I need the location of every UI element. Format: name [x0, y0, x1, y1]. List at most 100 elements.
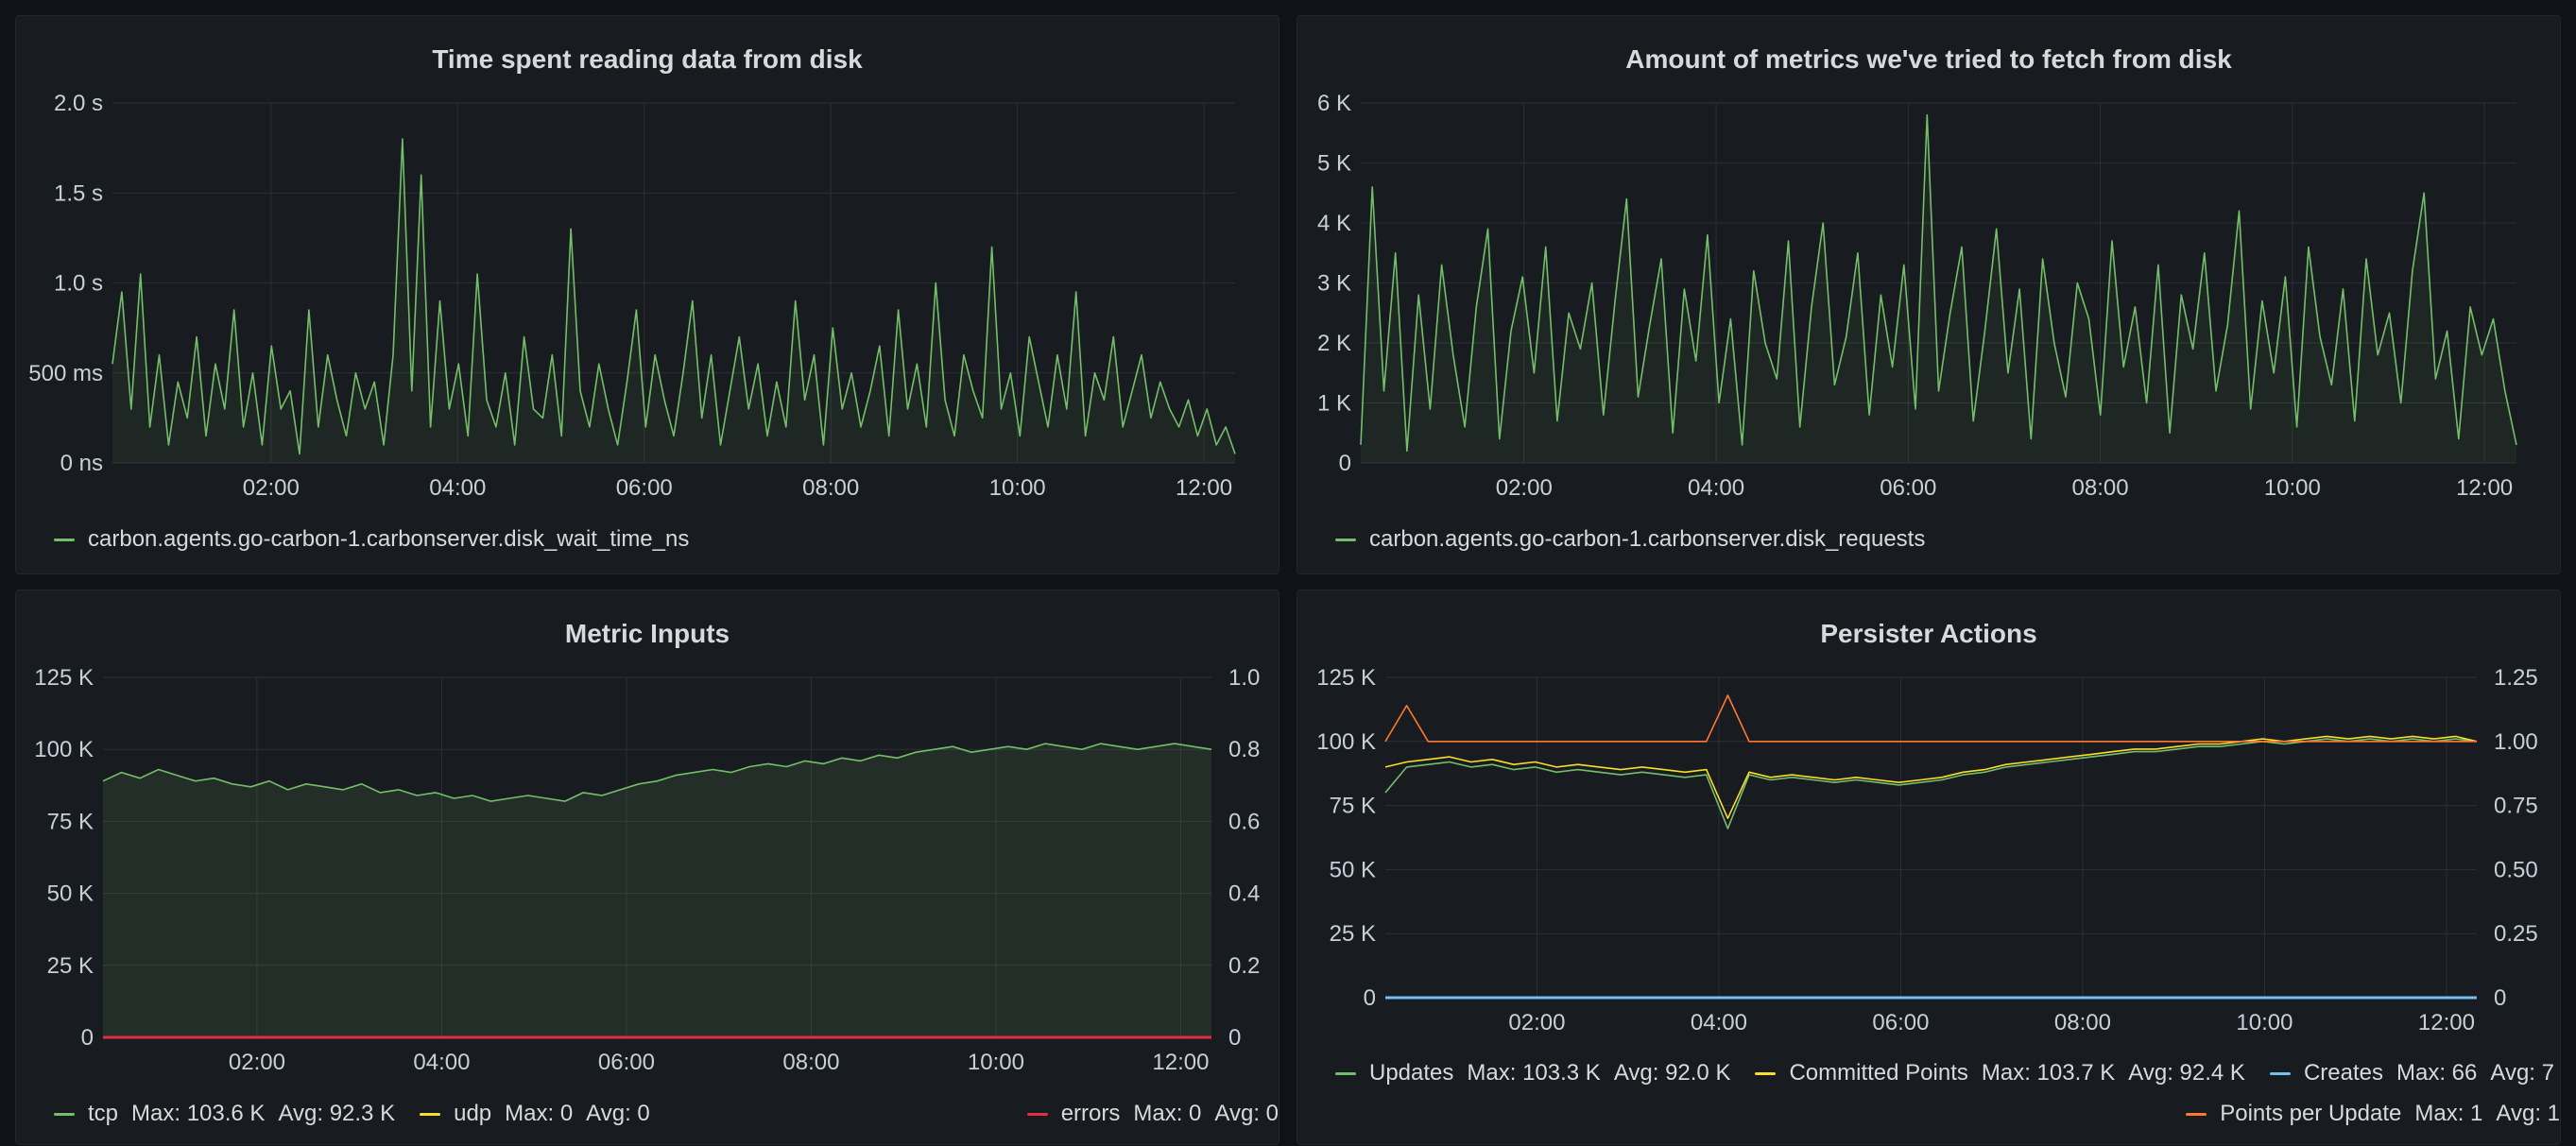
legend-series-name[interactable]: carbon.agents.go-carbon-1.carbonserver.d… [1369, 526, 1926, 552]
panel-title[interactable]: Amount of metrics we've tried to fetch f… [1625, 44, 2232, 74]
legend-tcp-udp[interactable]: tcp Max: 103.6 K Avg: 92.3 K udp Max: 0 … [54, 1101, 650, 1127]
x-tick-label: 04:00 [429, 475, 486, 501]
x-tick-label: 08:00 [2072, 475, 2129, 501]
legend[interactable]: carbon.agents.go-carbon-1.carbonserver.d… [1335, 526, 1925, 553]
y-tick-label: 25 K [47, 953, 94, 979]
y-tick-label: 500 ms [28, 361, 103, 386]
legend-swatch [54, 1112, 75, 1116]
y-tick-label-right: 0 [2494, 985, 2506, 1011]
series-line [1384, 738, 2478, 830]
y-tick-label: 2 K [1317, 331, 1351, 356]
legend[interactable]: carbon.agents.go-carbon-1.carbonserver.d… [54, 526, 689, 553]
x-tick-label: 06:00 [1872, 1010, 1929, 1035]
legend-avg: Avg: 92.0 K [1613, 1060, 1731, 1086]
x-tick-label: 06:00 [616, 475, 673, 501]
y-tick-label: 0 [1364, 985, 1376, 1011]
series-area [112, 139, 1235, 463]
legend-max: Max: 103.6 K [131, 1101, 266, 1126]
legend-series-name[interactable]: tcp [88, 1101, 119, 1126]
series-line [1360, 113, 2517, 453]
x-tick-label: 02:00 [1496, 475, 1553, 501]
y-tick-label: 5 K [1317, 151, 1351, 177]
legend-series-name[interactable]: Creates [2303, 1060, 2383, 1086]
legend-avg: Avg: 92.4 K [2128, 1060, 2245, 1086]
panel-title[interactable]: Metric Inputs [564, 619, 730, 648]
y-tick-label: 4 K [1317, 211, 1351, 236]
y-tick-label-right: 0.75 [2494, 794, 2538, 819]
chart-disk-requests: 0 1 K 2 K 3 K 4 K 5 K 6 K 02:00 04:00 06:00 08:00 1… [1317, 91, 2517, 501]
y-tick-label-right: 1.25 [2494, 665, 2538, 691]
panel-title[interactable]: Persister Actions [1820, 619, 2037, 648]
x-tick-label: 12:00 [1152, 1050, 1209, 1075]
chart-disk-wait-time: 0 ns 500 ms 1.0 s 1.5 s 2.0 s 02:00 04:00 06:00… [28, 91, 1236, 501]
legend-max: Max: 103.7 K [1981, 1060, 2116, 1086]
legend-row-2[interactable]: Points per Update Max: 1 Avg: 1 [2186, 1101, 2560, 1127]
legend-swatch [1755, 1071, 1777, 1075]
x-tick-label: 10:00 [2264, 475, 2321, 501]
y-tick-label-right: 0.4 [1228, 881, 1260, 907]
legend-swatch [1335, 1071, 1356, 1075]
y-tick-label: 100 K [1316, 729, 1376, 755]
legend-max: Max: 0 [1133, 1101, 1202, 1126]
x-tick-label: 02:00 [1508, 1010, 1565, 1035]
x-tick-label: 02:00 [229, 1050, 285, 1075]
panel-title[interactable]: Time spent reading data from disk [432, 44, 863, 74]
panel-disk-requests[interactable]: Amount of metrics we've tried to fetch f… [1297, 15, 2561, 574]
legend-avg: Avg: 0 [586, 1101, 650, 1126]
legend-swatch [420, 1112, 441, 1116]
x-tick-label: 08:00 [802, 475, 859, 501]
x-tick-label: 12:00 [2418, 1010, 2475, 1035]
legend-swatch [54, 538, 75, 541]
y-tick-label-right: 0.8 [1228, 737, 1260, 762]
chart-persister-actions: 0 25 K 50 K 75 K 100 K 125 K 0 0.25 0.50 0.75 1.00… [1316, 665, 2538, 1035]
y-tick-label: 3 K [1317, 271, 1351, 297]
legend-series-name[interactable]: errors [1060, 1101, 1121, 1126]
x-tick-label: 10:00 [2236, 1010, 2293, 1035]
y-tick-label-right: 0.25 [2494, 921, 2538, 947]
y-tick-label-right: 0.2 [1228, 953, 1260, 979]
legend-series-name[interactable]: Points per Update [2220, 1101, 2402, 1126]
legend-row-1[interactable]: Updates Max: 103.3 K Avg: 92.0 K Committ… [1335, 1060, 2554, 1086]
legend-series-name[interactable]: udp [454, 1101, 492, 1126]
x-tick-label: 04:00 [413, 1050, 470, 1075]
chart-metric-inputs: 0 25 K 50 K 75 K 100 K 125 K 0 0.2 0.4 0.6 0.8 1.0 0… [34, 665, 1260, 1075]
y-tick-label: 1.0 s [54, 271, 103, 297]
legend-avg: Avg: 0 [1214, 1101, 1279, 1126]
x-tick-label: 04:00 [1691, 1010, 1747, 1035]
legend-series-name[interactable]: Committed Points [1789, 1060, 1968, 1086]
legend-swatch [2186, 1112, 2207, 1116]
panel-disk-wait-time[interactable]: Time spent reading data from disk 0 ns 50… [15, 15, 1279, 574]
panel-persister-actions[interactable]: Persister Actions 0 25 K 50 K 75 K 100 K 125 … [1297, 590, 2561, 1145]
y-tick-label: 0 [81, 1025, 94, 1051]
y-tick-label: 75 K [1330, 794, 1376, 819]
legend-swatch [1335, 538, 1356, 541]
legend-swatch [1026, 1112, 1048, 1116]
y-tick-label: 50 K [47, 881, 94, 907]
legend-swatch [2269, 1071, 2291, 1075]
series-line [1384, 694, 2477, 743]
legend-max: Max: 0 [505, 1101, 574, 1126]
legend-series-name[interactable]: carbon.agents.go-carbon-1.carbonserver.d… [88, 526, 690, 552]
legend-max: Max: 103.3 K [1467, 1060, 1601, 1086]
x-tick-label: 04:00 [1688, 475, 1744, 501]
series-area [103, 744, 1211, 1037]
legend-series-name[interactable]: Updates [1369, 1060, 1454, 1086]
y-tick-label-right: 1.0 [1228, 665, 1260, 691]
series-line [102, 743, 1212, 802]
y-tick-label: 1.5 s [54, 180, 103, 206]
legend-avg: Avg: 1 [2496, 1101, 2560, 1126]
x-tick-label: 12:00 [1176, 475, 1232, 501]
series-line [112, 138, 1236, 455]
x-tick-label: 08:00 [782, 1050, 839, 1075]
panel-metric-inputs[interactable]: Metric Inputs 0 25 K 50 K 75 K 100 K 125 K 0 0.… [15, 590, 1279, 1145]
series-line [1384, 735, 2478, 819]
legend-errors[interactable]: errors Max: 0 Avg: 0 [1026, 1101, 1279, 1127]
y-tick-label: 125 K [34, 665, 94, 691]
y-tick-label-right: 0 [1228, 1025, 1241, 1051]
x-tick-label: 06:00 [598, 1050, 655, 1075]
legend-avg: Avg: 7 [2490, 1060, 2554, 1086]
y-tick-label-right: 1.00 [2494, 729, 2538, 755]
legend-max: Max: 1 [2414, 1101, 2483, 1126]
y-tick-label: 2.0 s [54, 91, 103, 116]
x-tick-label: 10:00 [968, 1050, 1024, 1075]
